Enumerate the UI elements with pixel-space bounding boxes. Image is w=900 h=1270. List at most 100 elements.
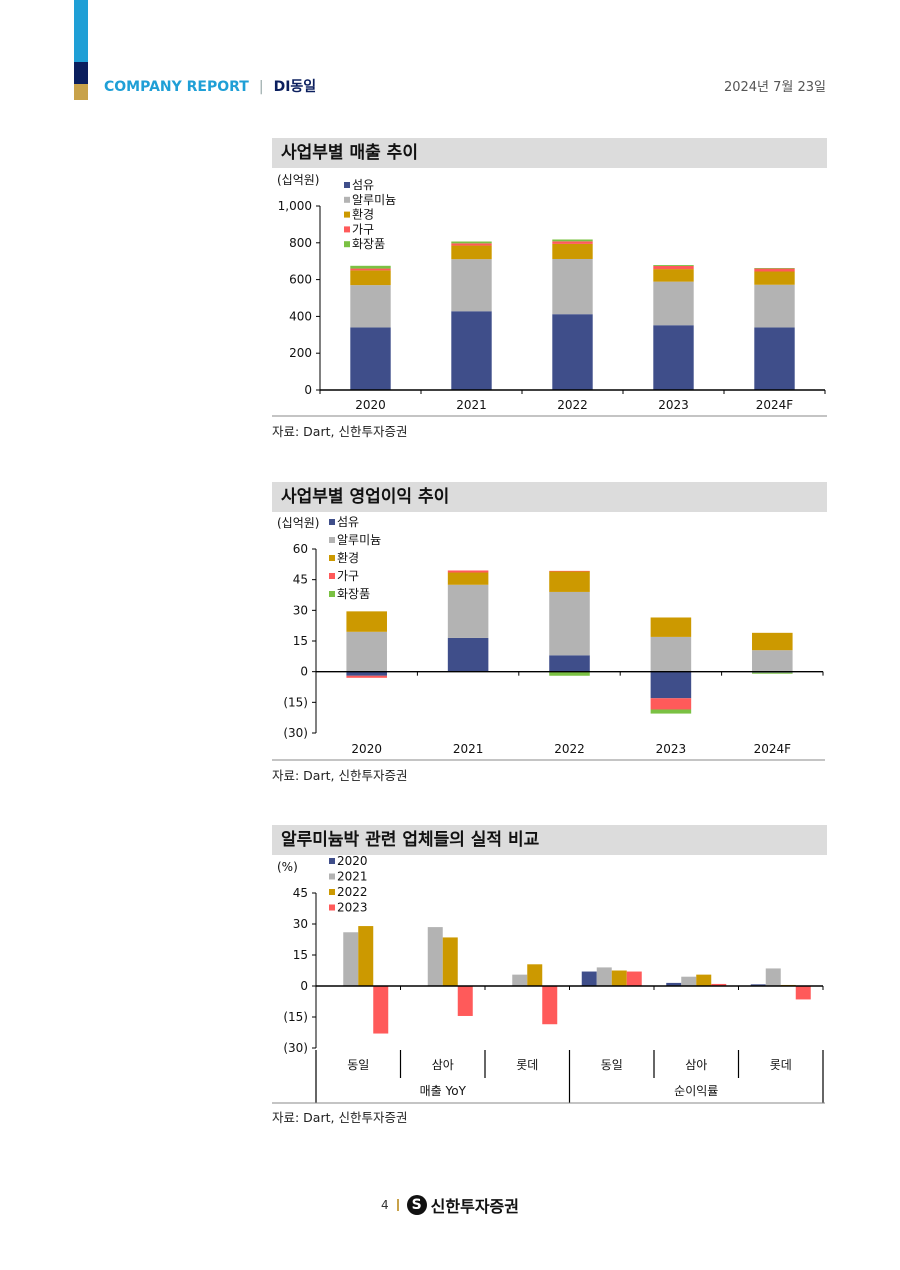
x-group-label: 순이익률: [674, 1084, 718, 1098]
legend-swatch-2023: [329, 904, 335, 911]
legend-label-가구: 가구: [337, 569, 359, 583]
x-category-label: 2020: [351, 742, 382, 756]
legend-label-가구: 가구: [352, 222, 374, 236]
y-tick-label: 800: [289, 236, 312, 250]
bar-2022-삼아-1: [442, 937, 458, 986]
bar-가구-2020: [346, 675, 387, 678]
legend-label-2021: 2021: [337, 870, 368, 884]
y-tick-label: 30: [293, 917, 308, 931]
chart2-source: 자료: Dart, 신한투자증권: [272, 768, 408, 783]
legend-label-알루미늄: 알루미늄: [337, 533, 381, 547]
chart2-title: 사업부별 영업이익 추이: [272, 482, 827, 512]
unit-label: (%): [277, 860, 298, 874]
bar-알루미늄-2023: [650, 636, 692, 672]
bar-2021-롯데-5: [765, 968, 781, 986]
bar-섬유-2023: [653, 325, 694, 390]
page-footer: 4 S 신한투자증권: [0, 1193, 900, 1217]
bar-알루미늄-2024F: [754, 284, 795, 328]
legend-label-환경: 환경: [352, 208, 374, 222]
bar-2023-삼아-1: [457, 986, 473, 1016]
legend-swatch-2022: [329, 889, 335, 895]
legend-label-2022: 2022: [337, 885, 368, 899]
y-tick-label: 1,000: [278, 199, 312, 213]
y-tick-label: (30): [283, 1041, 308, 1055]
legend-swatch-2020: [329, 858, 335, 864]
bar-섬유-2022: [552, 314, 593, 390]
bar-2022-삼아-4: [696, 974, 712, 986]
bar-알루미늄-2024F: [752, 650, 793, 672]
x-category-label: 삼아: [685, 1058, 707, 1072]
bar-섬유-2024F: [754, 327, 795, 390]
bar-2023-롯데-5: [795, 986, 811, 1000]
bar-2023-동일-3: [626, 971, 642, 986]
legend-swatch-섬유: [344, 182, 350, 188]
bar-가구-2020: [350, 268, 391, 271]
x-category-label: 2021: [453, 742, 484, 756]
legend-swatch-화장품: [344, 241, 350, 248]
legend-swatch-2021: [329, 873, 335, 880]
company-report-label: COMPANY REPORT: [104, 79, 249, 95]
bar-섬유-2020: [350, 327, 391, 390]
bar-환경-2020: [350, 270, 391, 286]
bar-가구-2023: [653, 265, 694, 270]
bar-섬유-2023: [650, 671, 692, 699]
x-category-label: 롯데: [516, 1058, 538, 1072]
chart3-source: 자료: Dart, 신한투자증권: [272, 1110, 408, 1125]
bar-2023-삼아-4: [711, 983, 727, 986]
bar-화장품-2024F: [752, 672, 793, 674]
bar-가구-2021: [447, 570, 489, 573]
bar-2021-삼아-1: [427, 927, 443, 986]
y-tick-label: 15: [293, 948, 308, 962]
bar-화장품-2023: [650, 709, 692, 714]
bar-알루미늄-2021: [451, 259, 492, 312]
bar-알루미늄-2021: [447, 584, 489, 638]
bar-화장품-2024F: [754, 268, 795, 269]
bar-환경-2021: [451, 245, 492, 260]
bar-환경-2021: [447, 572, 489, 585]
footer-separator: [396, 1199, 399, 1211]
legend-label-2023: 2023: [337, 901, 368, 915]
bar-2021-롯데-2: [512, 974, 528, 986]
legend-label-환경: 환경: [337, 551, 359, 565]
bar-환경-2023: [653, 269, 694, 282]
bar-알루미늄-2022: [549, 591, 590, 656]
x-category-label: 2023: [658, 398, 689, 412]
x-category-label: 2020: [355, 398, 386, 412]
y-tick-label: 200: [289, 346, 312, 360]
x-category-label: 삼아: [432, 1058, 454, 1072]
bar-화장품-2021: [451, 241, 492, 244]
operating-profit-by-segment-chart: (십억원) (30) (15) 0 15 30 45 60 2020 2021 2022 2023 20…: [272, 515, 825, 761]
y-tick-label: (15): [283, 695, 308, 709]
bar-섬유-2021: [447, 637, 489, 672]
x-group-label: 매출 YoY: [420, 1084, 467, 1098]
revenue-by-segment-chart: (십억원) 0 200 400 600 800 1,000 2020 2021 2022 2023 2…: [272, 173, 827, 417]
bar-2020-롯데-5: [750, 984, 766, 986]
bar-2021-동일-0: [343, 932, 359, 986]
legend-label-섬유: 섬유: [337, 515, 359, 529]
header-accent-gold: [74, 84, 88, 100]
y-tick-label: 400: [289, 309, 312, 323]
x-category-label: 2024F: [754, 742, 792, 756]
bar-환경-2023: [650, 617, 692, 637]
bar-알루미늄-2020: [350, 285, 391, 328]
x-category-label: 2021: [456, 398, 487, 412]
bar-환경-2024F: [752, 632, 793, 651]
y-tick-label: 45: [293, 886, 308, 900]
bar-가구-2022: [552, 241, 593, 244]
y-tick-label: 30: [293, 603, 308, 617]
bar-섬유-2020: [346, 671, 387, 676]
legend-swatch-가구: [344, 226, 350, 233]
bar-2021-삼아-4: [681, 976, 697, 986]
bar-가구-2021: [451, 243, 492, 246]
bar-알루미늄-2023: [653, 281, 694, 326]
bar-화장품-2022: [549, 671, 590, 676]
chart1-title: 사업부별 매출 추이: [272, 138, 827, 168]
bar-가구-2023: [650, 698, 692, 710]
legend-swatch-환경: [329, 555, 335, 561]
report-header: COMPANY REPORT | DI동일: [104, 76, 316, 96]
bar-환경-2022: [549, 571, 590, 592]
company-name: DI동일: [273, 79, 317, 95]
header-separator: |: [258, 79, 264, 95]
y-tick-label: (15): [283, 1010, 308, 1024]
